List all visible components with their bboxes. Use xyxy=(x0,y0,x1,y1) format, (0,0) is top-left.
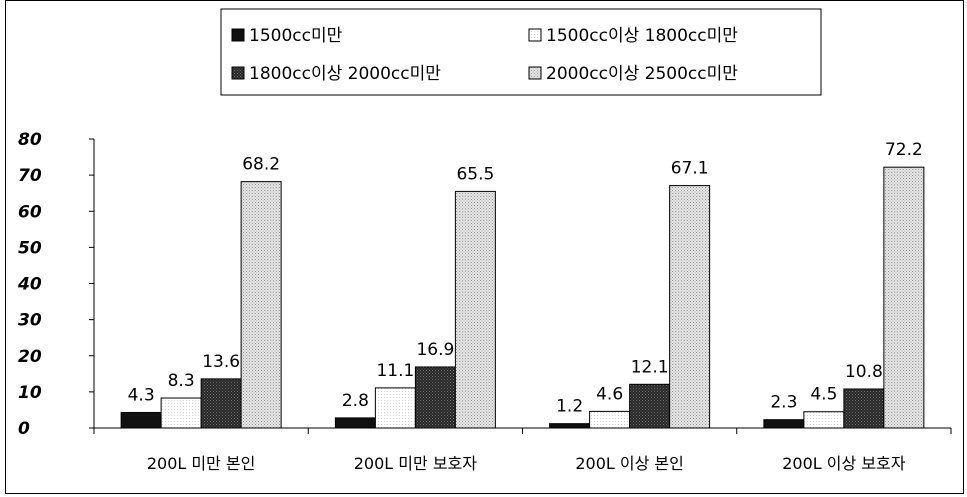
legend-swatch-1 xyxy=(528,28,542,42)
category-label: 200L 미만 본인 xyxy=(147,454,256,473)
chart-frame: 1500cc미만 1500cc이상 1800cc미만 1800cc이상 2000… xyxy=(5,0,964,494)
data-label: 16.9 xyxy=(416,340,454,360)
data-label: 13.6 xyxy=(202,352,240,372)
y-tick-label: 70 xyxy=(18,166,42,186)
y-tick-label: 80 xyxy=(18,130,42,150)
legend: 1500cc미만 1500cc이상 1800cc미만 1800cc이상 2000… xyxy=(220,8,822,96)
bar xyxy=(374,387,416,429)
value-labels: 4.3 8.3 13.6 68.2 2.8 11.116.9 65.5 1.2 4.6 12.1 6… xyxy=(128,140,923,416)
legend-box xyxy=(220,8,822,96)
legend-swatch-3 xyxy=(528,66,542,80)
data-label: 67.1 xyxy=(671,159,709,179)
data-label: 12.1 xyxy=(631,357,669,377)
bar xyxy=(334,417,376,429)
y-tick-label: 20 xyxy=(18,347,42,367)
bars xyxy=(120,166,925,429)
data-label: 1.2 xyxy=(556,397,583,417)
legend-swatch-2 xyxy=(231,66,245,80)
legend-label-3: 2000cc이상 2500cc미만 xyxy=(546,64,738,84)
bar xyxy=(763,419,805,429)
data-label: 68.2 xyxy=(242,155,280,175)
data-label: 2.3 xyxy=(770,393,797,413)
data-label: 65.5 xyxy=(456,164,494,184)
bar-chart: 1500cc미만 1500cc이상 1800cc미만 1800cc이상 2000… xyxy=(17,8,952,473)
y-tick-label: 50 xyxy=(18,238,42,258)
data-label: 2.8 xyxy=(342,391,369,411)
bar xyxy=(803,411,845,429)
bar xyxy=(120,411,162,429)
data-label: 11.1 xyxy=(376,361,414,381)
y-tick-label: 30 xyxy=(18,311,42,331)
y-tick-label: 40 xyxy=(17,275,42,295)
bar xyxy=(549,423,591,429)
legend-label-0: 1500cc미만 xyxy=(249,26,343,46)
bar xyxy=(414,366,456,429)
bar xyxy=(669,185,711,429)
legend-label-2: 1800cc이상 2000cc미만 xyxy=(249,64,441,84)
bar xyxy=(160,397,202,429)
bar xyxy=(883,166,925,429)
bar xyxy=(200,378,242,429)
category-label: 200L 미만 보호자 xyxy=(354,454,478,473)
data-label: 72.2 xyxy=(885,140,923,160)
bar xyxy=(589,410,631,429)
legend-label-1: 1500cc이상 1800cc미만 xyxy=(546,26,738,46)
data-label: 8.3 xyxy=(168,371,195,391)
category-labels: 200L 미만 본인 200L 미만 보호자 200L 이상 본인 200L 이상 보… xyxy=(147,454,906,473)
bar xyxy=(843,388,885,429)
legend-swatch-0 xyxy=(231,28,245,42)
y-tick-label: 10 xyxy=(18,383,42,403)
category-label: 200L 이상 본인 xyxy=(575,454,684,473)
category-label: 200L 이상 보호자 xyxy=(782,454,906,473)
bar xyxy=(454,190,496,429)
data-label: 4.5 xyxy=(810,385,837,405)
y-tick-label: 60 xyxy=(18,202,42,222)
bar xyxy=(240,181,282,429)
y-axis: 0 10 20 30 40 50 60 70 80 xyxy=(17,130,95,439)
bar xyxy=(629,383,671,429)
data-label: 4.3 xyxy=(128,385,155,405)
x-axis xyxy=(93,427,952,434)
data-label: 10.8 xyxy=(845,362,883,382)
y-tick-label: 0 xyxy=(18,419,30,439)
data-label: 4.6 xyxy=(596,384,623,404)
